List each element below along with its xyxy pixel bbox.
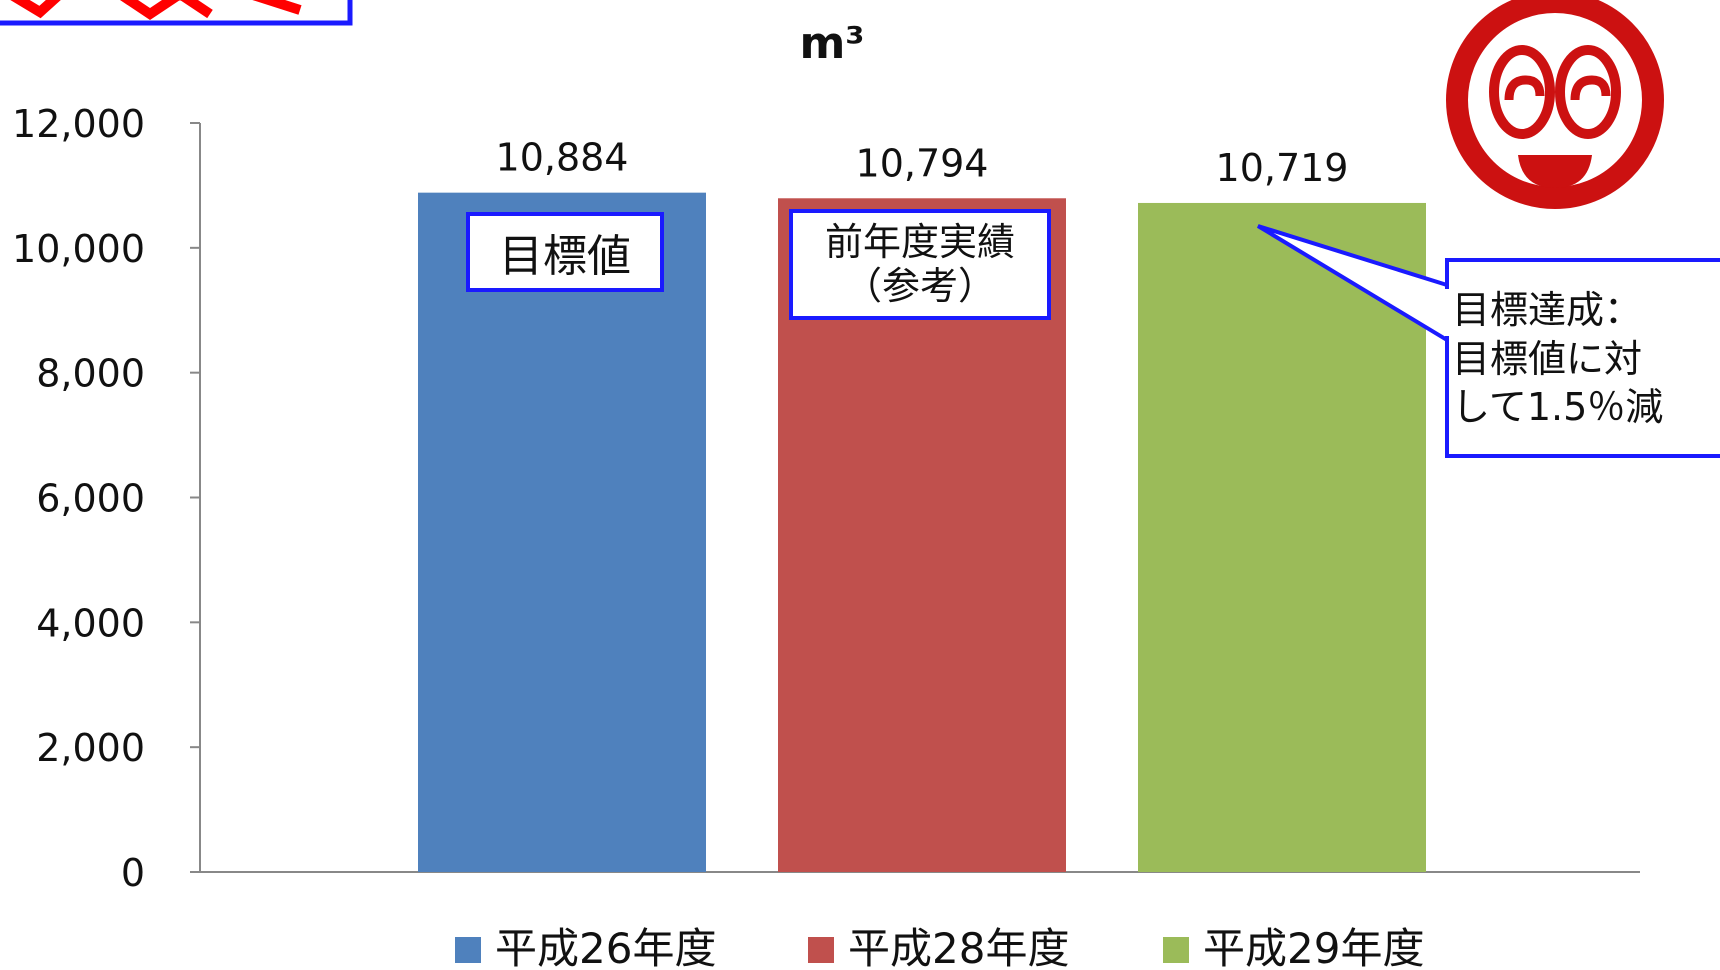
callout-text: 目標達成： 目標値に対 して1.5％減 — [1452, 286, 1702, 432]
previous-year-badge: 前年度実績 （参考） — [789, 209, 1051, 320]
bar-value-label: 10,794 — [856, 141, 989, 185]
callout-line3: して1.5％減 — [1452, 385, 1664, 430]
top-banner-fragment — [0, 0, 353, 26]
legend-swatch — [1163, 937, 1189, 963]
legend-swatch — [808, 937, 834, 963]
legend-label: 平成29年度 — [1203, 924, 1424, 970]
y-tick-label: 4,000 — [36, 601, 145, 645]
legend-label: 平成26年度 — [495, 924, 716, 970]
callout-line2: 目標値に対 — [1452, 336, 1643, 381]
y-ticks: 0 2,000 4,000 6,000 8,000 10,000 12,000 — [12, 102, 200, 895]
target-badge: 目標値 — [466, 212, 664, 292]
previous-year-badge-line2: （参考） — [843, 263, 996, 308]
bar-1 — [418, 192, 706, 873]
y-tick-label: 12,000 — [12, 102, 145, 146]
callout-line1: 目標達成： — [1452, 288, 1643, 332]
bar-3 — [1138, 202, 1426, 872]
bar-value-label: 10,719 — [1216, 146, 1349, 190]
unit-label: m³ — [799, 18, 864, 69]
legend: 平成26年度 平成28年度 平成29年度 — [455, 924, 1424, 970]
y-tick-label: 0 — [121, 851, 145, 895]
callout-box — [1445, 258, 1720, 458]
y-tick-label: 2,000 — [36, 726, 145, 770]
previous-year-badge-line1: 前年度実績 — [824, 219, 1015, 264]
y-tick-label: 10,000 — [12, 227, 145, 271]
y-tick-label: 6,000 — [36, 477, 145, 521]
legend-swatch — [455, 937, 481, 963]
y-tick-label: 8,000 — [36, 352, 145, 396]
bar-value-label: 10,884 — [496, 136, 629, 180]
smiling-face-logo-icon — [1446, 0, 1664, 209]
legend-label: 平成28年度 — [848, 924, 1069, 970]
value-labels: 10,884 10,794 10,719 — [496, 136, 1349, 190]
